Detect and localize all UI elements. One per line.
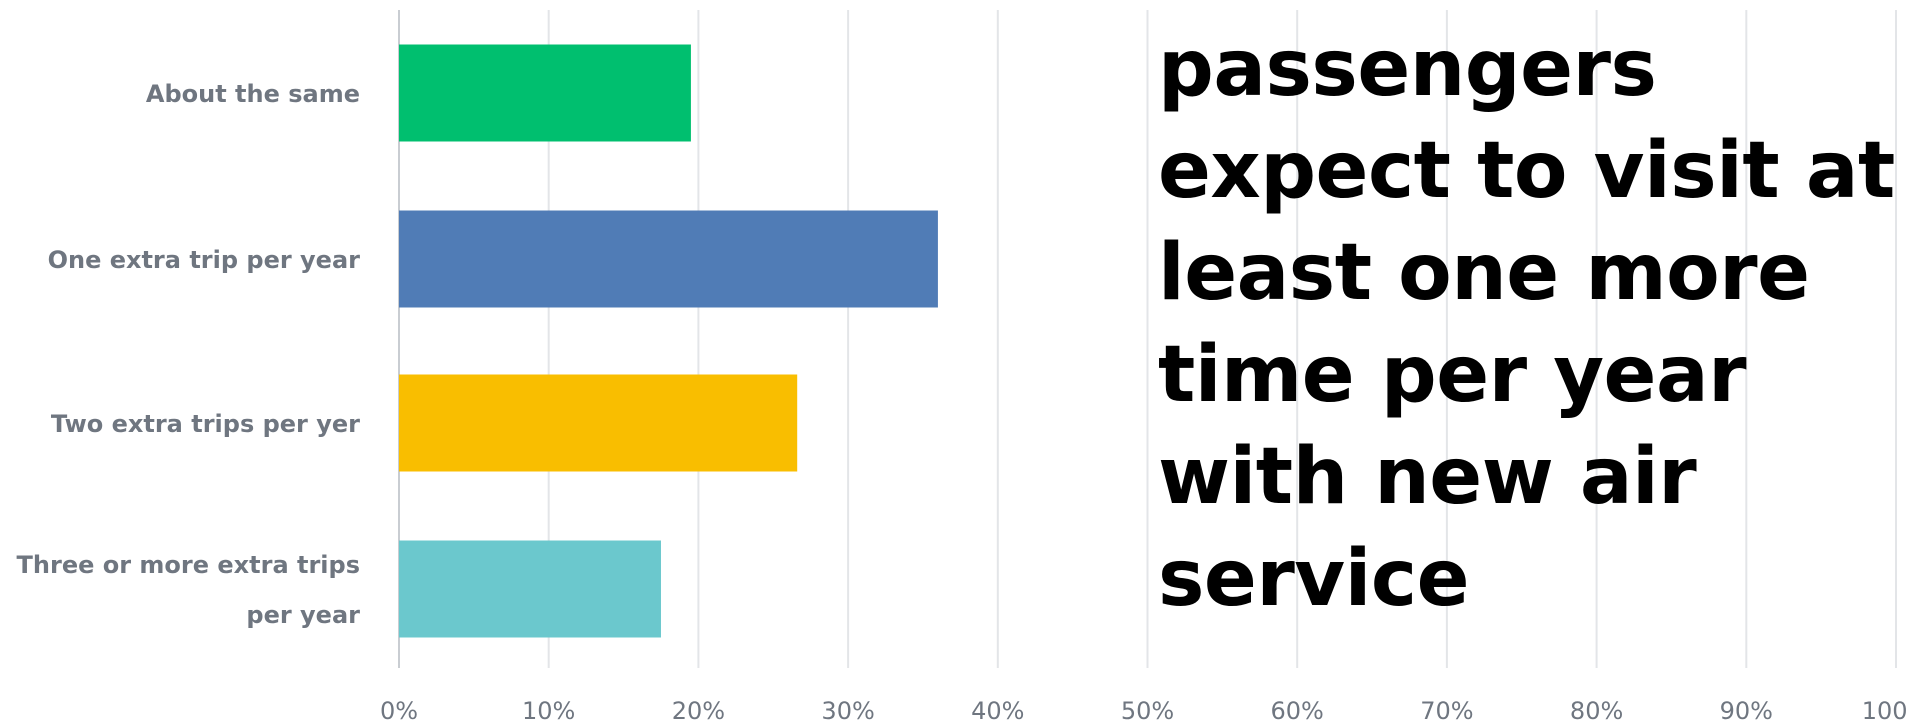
bar bbox=[399, 210, 938, 308]
x-tick-label: 10% bbox=[522, 697, 575, 723]
bar bbox=[399, 374, 798, 472]
category-labels: About the same One extra trip per year Two… bbox=[17, 80, 361, 629]
x-tick-label: 90% bbox=[1720, 697, 1773, 723]
bar bbox=[399, 540, 661, 638]
x-tick-label: 50% bbox=[1121, 697, 1174, 723]
x-tick-label: 0% bbox=[380, 697, 418, 723]
x-tick-label: 20% bbox=[672, 697, 725, 723]
category-label: One extra trip per year bbox=[48, 246, 361, 274]
x-tick-label: 100% bbox=[1862, 697, 1906, 723]
category-label: per year bbox=[246, 601, 360, 629]
bar bbox=[399, 44, 691, 142]
category-label: Two extra trips per yer bbox=[51, 410, 360, 438]
headline-text: passengers expect to visit at least one … bbox=[1158, 24, 1895, 624]
x-tick-label: 30% bbox=[821, 697, 874, 723]
x-tick-label: 70% bbox=[1420, 697, 1473, 723]
category-label: Three or more extra trips bbox=[17, 551, 360, 579]
bars bbox=[399, 44, 938, 638]
x-tick-label: 40% bbox=[971, 697, 1024, 723]
x-tick-label: 80% bbox=[1570, 697, 1623, 723]
x-tick-labels: 0% 10% 20% 30% 40% 50% 60% 70% 80% 90% 100% bbox=[380, 697, 1906, 723]
x-tick-label: 60% bbox=[1271, 697, 1324, 723]
category-label: About the same bbox=[146, 80, 360, 108]
